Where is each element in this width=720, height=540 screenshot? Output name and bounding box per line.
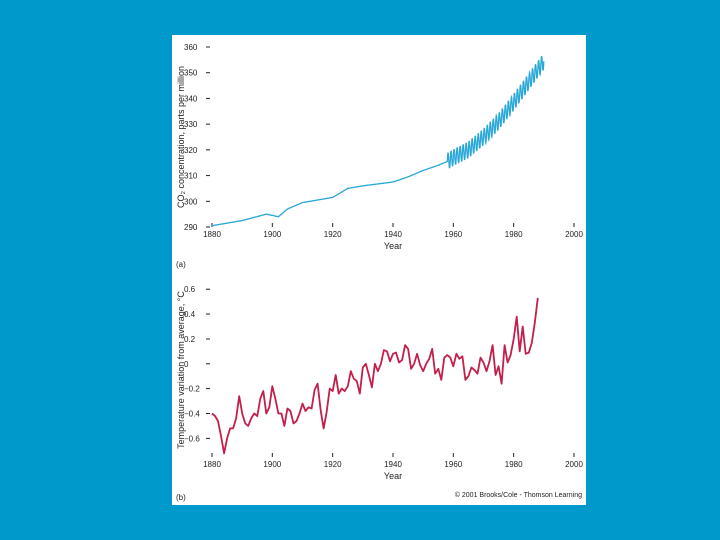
co2-xtick-label: 2000 xyxy=(565,230,583,239)
co2-ytick-label: 340 xyxy=(184,94,198,103)
temp-xtick-label: 1880 xyxy=(203,460,221,469)
temp-panel-label: (b) xyxy=(176,493,186,502)
temp-xtick-label: 1920 xyxy=(324,460,342,469)
temp-ytick-label: 0.4 xyxy=(184,310,196,319)
temp-yaxis-label: Temperature variation from average, °C xyxy=(176,291,186,449)
co2-xtick-label: 1980 xyxy=(505,230,523,239)
co2-ytick-label: 290 xyxy=(184,223,198,232)
co2-ytick-label: 350 xyxy=(184,69,198,78)
temp-xtick-label: 1960 xyxy=(444,460,462,469)
co2-panel-label: (a) xyxy=(176,260,186,269)
co2-ytick-label: 330 xyxy=(184,120,198,129)
co2-xaxis-label: Year xyxy=(384,241,402,251)
co2-xtick-label: 1900 xyxy=(263,230,281,239)
temp-xtick-label: 2000 xyxy=(565,460,583,469)
co2-ytick-label: 360 xyxy=(184,43,198,52)
temp-ytick-label: −0.2 xyxy=(184,385,200,394)
temp-xtick-label: 1900 xyxy=(263,460,281,469)
co2-xtick-label: 1880 xyxy=(203,230,221,239)
co2-xtick-label: 1920 xyxy=(324,230,342,239)
temperature-series-line xyxy=(211,297,539,455)
co2-ytick-label: 320 xyxy=(184,146,198,155)
co2-yaxis-label: CO₂ concentration, parts per million xyxy=(176,66,186,208)
co2-series-line xyxy=(212,55,545,227)
temp-ytick-label: −0.4 xyxy=(184,410,200,419)
temp-ytick-label: 0.2 xyxy=(184,335,196,344)
co2-chart: 360 350 340 330 320 310 300 290 1880 1900 1920 1940… xyxy=(176,43,583,269)
copyright-credit: © 2001 Brooks/Cole - Thomson Learning xyxy=(455,491,582,499)
co2-ytick-label: 310 xyxy=(184,172,198,181)
co2-ytick-label: 300 xyxy=(184,197,198,206)
temp-xtick-label: 1940 xyxy=(384,460,402,469)
figure-svg: 360 350 340 330 320 310 300 290 1880 1900 1920 1940… xyxy=(176,43,583,502)
figure-panel: 360 350 340 330 320 310 300 290 1880 1900 1920 1940… xyxy=(172,35,586,505)
temp-xaxis-label: Year xyxy=(384,471,402,481)
temp-ytick-label: −0.6 xyxy=(184,434,200,443)
temp-xtick-label: 1980 xyxy=(505,460,523,469)
temperature-chart: 0.6 0.4 0.2 0 −0.2 −0.4 −0.6 1880 1900 1920 1940 19… xyxy=(176,285,583,502)
temp-ytick-label: 0 xyxy=(184,360,189,369)
co2-xtick-label: 1960 xyxy=(444,230,462,239)
co2-xtick-label: 1940 xyxy=(384,230,402,239)
temp-ytick-label: 0.6 xyxy=(184,285,196,294)
